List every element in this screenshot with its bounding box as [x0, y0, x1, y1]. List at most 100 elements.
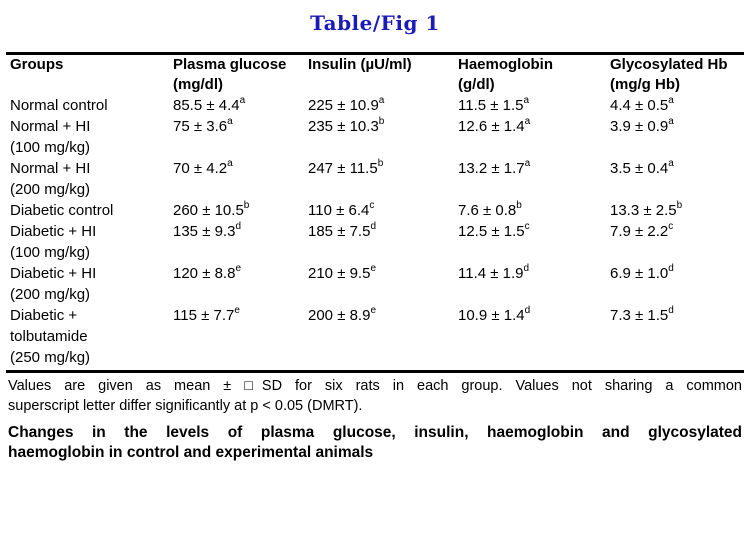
- header-cell-groups: Groups: [6, 54, 173, 96]
- value-text: 75 ± 3.6: [173, 118, 228, 135]
- header-unit: (mg/dl): [173, 76, 223, 93]
- value-cell: 235 ± 10.3b: [308, 116, 458, 158]
- value-text: 7.3 ± 1.5: [610, 307, 669, 324]
- value-text: 10.9 ± 1.4: [458, 307, 525, 324]
- value-text: 200 ± 8.9: [308, 307, 371, 324]
- header-line: Haemoglobin: [458, 56, 554, 73]
- superscript: c: [668, 221, 674, 232]
- group-cell: Diabetic + HI (200 mg/kg): [10, 265, 97, 303]
- header-line: Plasma glucose: [173, 56, 287, 73]
- value-text: 120 ± 8.8: [173, 265, 236, 282]
- header-line: Glycosylated Hb: [610, 56, 728, 73]
- value-cell: 247 ± 11.5b: [308, 158, 458, 200]
- page-title: Table/Fig 1: [310, 11, 440, 35]
- value-text: 4.4 ± 0.5: [610, 97, 669, 114]
- value-cell: 85.5 ± 4.4a: [173, 95, 308, 116]
- value-cell: 7.9 ± 2.2c: [610, 221, 744, 263]
- superscript: d: [668, 305, 674, 316]
- group-cell: Normal + HI (200 mg/kg): [10, 160, 91, 198]
- superscript: d: [668, 263, 674, 274]
- superscript: c: [524, 221, 530, 232]
- value-cell: 75 ± 3.6a: [173, 116, 308, 158]
- table-row-normal-control: Normal control 85.5 ± 4.4a 225 ± 10.9a 1…: [6, 95, 744, 116]
- page: { "title": "Table/Fig 1", "colors": { "t…: [0, 12, 750, 545]
- table-row-diabetic-tolbutamide: Diabetic + tolbutamide (250 mg/kg) 115 ±…: [6, 305, 744, 372]
- value-text: 110 ± 6.4: [308, 202, 370, 219]
- value-text: 185 ± 7.5: [308, 223, 371, 240]
- superscript: e: [370, 263, 377, 274]
- superscript: b: [243, 200, 250, 211]
- value-cell: 185 ± 7.5d: [308, 221, 458, 263]
- group-cell: Diabetic + tolbutamide (250 mg/kg): [10, 307, 91, 366]
- value-cell: 7.6 ± 0.8b: [458, 200, 610, 221]
- superscript: a: [524, 116, 531, 127]
- value-cell: 200 ± 8.9e: [308, 305, 458, 372]
- superscript: c: [369, 200, 375, 211]
- header-unit: (g/dl): [458, 76, 495, 93]
- header-line: Insulin (µU/ml): [308, 56, 412, 73]
- table-row-normal-hi-100: Normal + HI (100 mg/kg) 75 ± 3.6a 235 ± …: [6, 116, 744, 158]
- value-text: 11.5 ± 1.5: [458, 97, 524, 114]
- value-cell: 110 ± 6.4c: [308, 200, 458, 221]
- value-text: 12.6 ± 1.4: [458, 118, 525, 135]
- value-cell: 6.9 ± 1.0d: [610, 263, 744, 305]
- value-text: 247 ± 11.5: [308, 160, 378, 177]
- value-cell: 225 ± 10.9a: [308, 95, 458, 116]
- value-text: 12.5 ± 1.5: [458, 223, 525, 240]
- superscript: a: [239, 95, 246, 106]
- table-caption: Changes in the levels of plasma glucose,…: [8, 423, 742, 463]
- value-text: 3.9 ± 0.9: [610, 118, 669, 135]
- superscript: a: [668, 95, 674, 106]
- superscript: a: [378, 95, 385, 106]
- group-cell: Normal + HI (100 mg/kg): [10, 118, 91, 156]
- table-row-diabetic-hi-200: Diabetic + HI (200 mg/kg) 120 ± 8.8e 210…: [6, 263, 744, 305]
- value-cell: 10.9 ± 1.4d: [458, 305, 610, 372]
- value-text: 13.2 ± 1.7: [458, 160, 525, 177]
- header-cell-plasma-glucose: Plasma glucose (mg/dl): [173, 54, 308, 96]
- superscript: a: [227, 116, 233, 127]
- value-text: 135 ± 9.3: [173, 223, 236, 240]
- superscript: d: [370, 221, 377, 232]
- table-footnote: Values are given as mean ± □SD for six r…: [8, 377, 742, 416]
- table-row-diabetic-control: Diabetic control 260 ± 10.5b 110 ± 6.4c …: [6, 200, 744, 221]
- value-cell: 120 ± 8.8e: [173, 263, 308, 305]
- header-line: Groups: [10, 56, 64, 73]
- value-cell: 135 ± 9.3d: [173, 221, 308, 263]
- superscript: a: [668, 116, 674, 127]
- superscript: e: [234, 305, 240, 316]
- value-cell: 3.9 ± 0.9a: [610, 116, 744, 158]
- value-cell: 7.3 ± 1.5d: [610, 305, 744, 372]
- value-cell: 4.4 ± 0.5a: [610, 95, 744, 116]
- value-cell: 12.5 ± 1.5c: [458, 221, 610, 263]
- value-text: 3.5 ± 0.4: [610, 160, 669, 177]
- value-text: 6.9 ± 1.0: [610, 265, 669, 282]
- group-cell: Diabetic control: [10, 202, 114, 219]
- superscript: b: [378, 116, 385, 127]
- value-text: 260 ± 10.5: [173, 202, 244, 219]
- superscript: d: [524, 305, 531, 316]
- value-text: 7.9 ± 2.2: [610, 223, 669, 240]
- footnote-line-2: superscript letter differ significantly …: [8, 397, 363, 414]
- superscript: d: [235, 221, 242, 232]
- superscript: b: [676, 200, 683, 211]
- value-cell: 12.6 ± 1.4a: [458, 116, 610, 158]
- header-cell-insulin: Insulin (µU/ml): [308, 54, 458, 96]
- value-cell: 260 ± 10.5b: [173, 200, 308, 221]
- value-text: 13.3 ± 2.5: [610, 202, 677, 219]
- caption-line-2: haemoglobin in control and experimental …: [8, 444, 374, 461]
- value-text: 7.6 ± 0.8: [458, 202, 517, 219]
- group-cell: Normal control: [10, 97, 108, 114]
- table-row-normal-hi-200: Normal + HI (200 mg/kg) 70 ± 4.2 a 247 ± …: [6, 158, 744, 200]
- table-header-row: Groups Plasma glucose (mg/dl) Insulin (µ…: [6, 54, 744, 96]
- value-text: 70 ± 4.2: [173, 160, 228, 177]
- superscript: d: [523, 263, 530, 274]
- superscript: a: [524, 158, 531, 169]
- header-cell-haemoglobin: Haemoglobin (g/dl): [458, 54, 610, 96]
- value-cell: 11.5 ± 1.5a: [458, 95, 610, 116]
- value-text: 210 ± 9.5: [308, 265, 371, 282]
- value-text: 11.4 ± 1.9: [458, 265, 524, 282]
- table-row-diabetic-hi-100: Diabetic + HI (100 mg/kg) 135 ± 9.3d 185…: [6, 221, 744, 263]
- value-text: 235 ± 10.3: [308, 118, 379, 135]
- value-cell: 13.3 ± 2.5b: [610, 200, 744, 221]
- superscript: a: [668, 158, 674, 169]
